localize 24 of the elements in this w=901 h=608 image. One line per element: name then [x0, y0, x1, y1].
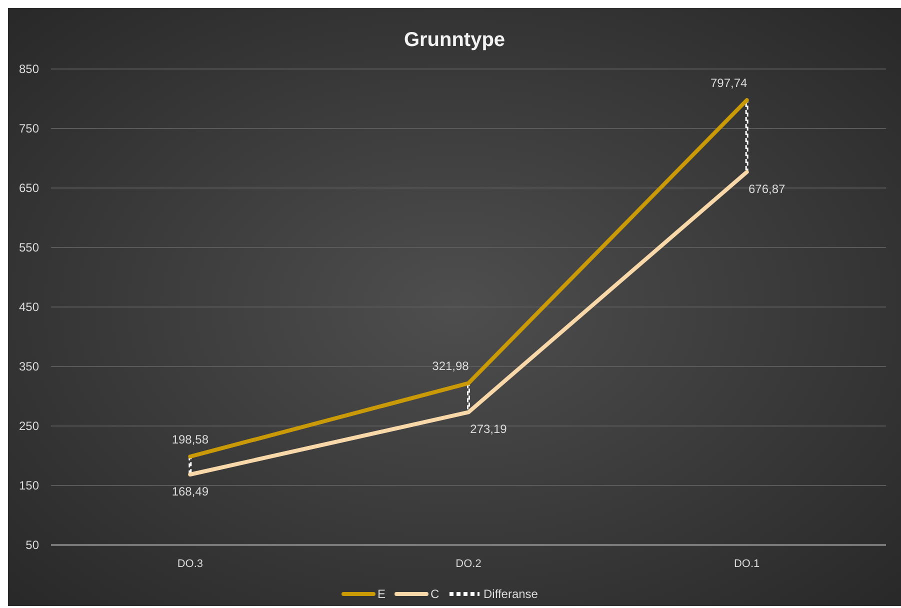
chart-title: Grunntype — [404, 29, 506, 51]
data-label: 676,87 — [748, 182, 786, 196]
x-tick-label: DO.3 — [177, 558, 204, 570]
y-tick-label: 450 — [18, 300, 40, 314]
x-tick-label: DO.2 — [456, 558, 482, 570]
legend-label: C — [430, 587, 440, 601]
x-tick-label: DO.1 — [734, 558, 760, 570]
bar — [745, 99, 748, 173]
legend-label: Differanse — [484, 587, 538, 601]
y-tick-label: 350 — [18, 360, 40, 374]
legend-label: E — [378, 587, 386, 601]
y-tick-label: 250 — [18, 419, 40, 433]
y-tick-label: 150 — [18, 478, 40, 492]
y-tick-label: 50 — [26, 538, 40, 552]
data-label: 321,98 — [432, 359, 470, 374]
y-tick-label: 750 — [18, 122, 40, 136]
data-label: 168,49 — [172, 484, 209, 498]
y-tick-label: 550 — [18, 240, 40, 254]
bar — [188, 456, 192, 476]
data-label: 797,74 — [710, 76, 748, 90]
data-label: 273,19 — [470, 422, 508, 436]
y-tick-label: 650 — [18, 181, 40, 195]
data-label: 198,58 — [172, 432, 209, 447]
y-tick-label: 850 — [18, 62, 40, 76]
